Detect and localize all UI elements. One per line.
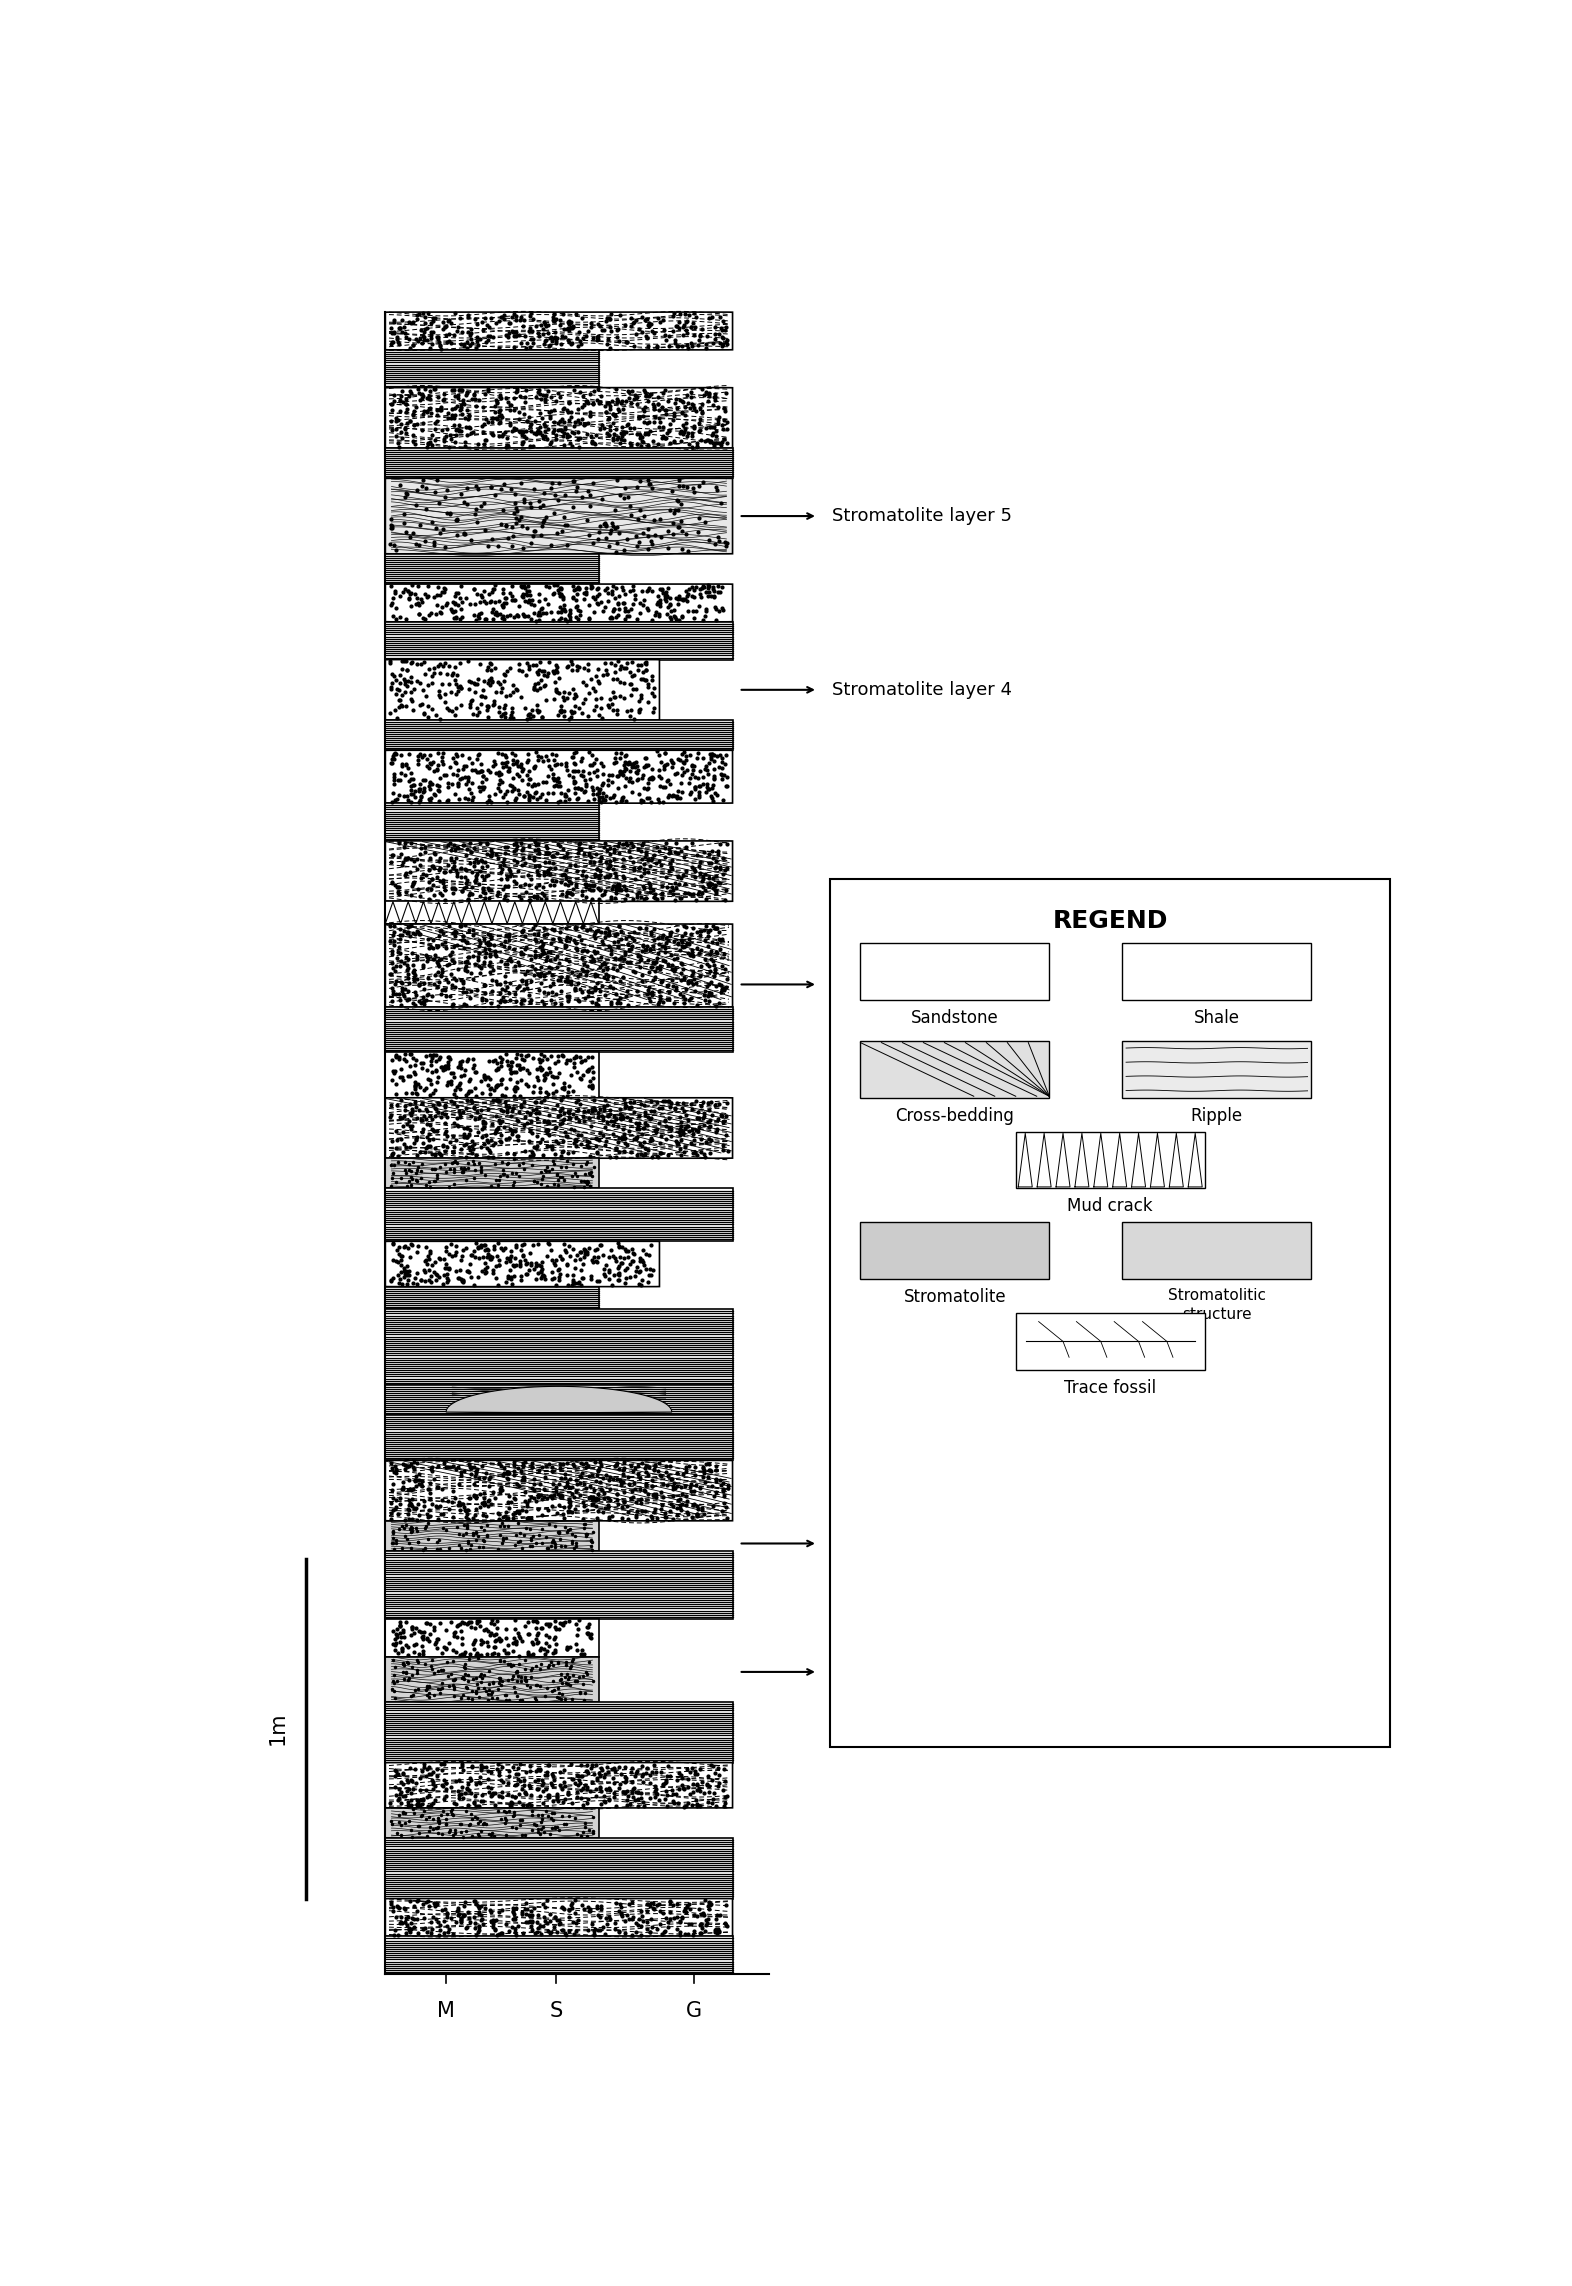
FancyBboxPatch shape: [385, 1097, 733, 1159]
Bar: [1016, 1132, 1204, 1189]
Text: Stromatolite layer 1: Stromatolite layer 1: [833, 1662, 1012, 1680]
FancyBboxPatch shape: [385, 750, 733, 802]
FancyBboxPatch shape: [385, 583, 733, 622]
FancyBboxPatch shape: [385, 841, 733, 901]
Text: Shale: Shale: [1193, 1008, 1240, 1026]
FancyBboxPatch shape: [385, 478, 733, 553]
Text: Stromatolite layer 3: Stromatolite layer 3: [833, 976, 1012, 994]
Bar: [1122, 1040, 1311, 1097]
Bar: [385, 622, 733, 661]
Bar: [1122, 942, 1311, 999]
Text: G: G: [685, 2000, 701, 2021]
Bar: [860, 1040, 1050, 1097]
Bar: [385, 1657, 599, 1703]
Bar: [385, 448, 733, 478]
Bar: [860, 942, 1050, 999]
FancyBboxPatch shape: [385, 924, 733, 1008]
Bar: [385, 1052, 599, 1097]
Bar: [385, 1008, 733, 1052]
Text: Stromatolite layer 5: Stromatolite layer 5: [833, 507, 1012, 526]
Bar: [385, 720, 733, 750]
Bar: [385, 1703, 733, 1763]
Text: Mud crack: Mud crack: [1067, 1198, 1152, 1216]
Bar: [385, 1520, 599, 1550]
Bar: [385, 1287, 599, 1310]
Bar: [385, 1385, 733, 1415]
Bar: [1122, 1223, 1311, 1280]
Bar: [385, 1189, 733, 1241]
FancyBboxPatch shape: [385, 661, 660, 720]
Bar: [860, 1223, 1050, 1280]
Bar: [385, 1310, 733, 1385]
Bar: [385, 802, 599, 841]
Bar: [1016, 1312, 1204, 1369]
Bar: [385, 1159, 599, 1189]
Bar: [385, 901, 599, 924]
Text: Stromatolite layer 4: Stromatolite layer 4: [833, 681, 1012, 700]
Text: Sandstone: Sandstone: [912, 1008, 998, 1026]
FancyBboxPatch shape: [385, 1900, 733, 1936]
Bar: [385, 1808, 599, 1838]
FancyBboxPatch shape: [385, 1461, 733, 1520]
Text: REGEND: REGEND: [1053, 910, 1168, 933]
Bar: [385, 1618, 599, 1657]
Polygon shape: [446, 1385, 671, 1413]
FancyBboxPatch shape: [385, 313, 733, 350]
Text: Cross-bedding: Cross-bedding: [896, 1106, 1014, 1125]
Text: Stromatolite layer 2: Stromatolite layer 2: [833, 1534, 1012, 1552]
Bar: [385, 1936, 733, 1975]
Text: 1m: 1m: [267, 1712, 288, 1744]
Text: Stromatolitic
structure: Stromatolitic structure: [1168, 1287, 1265, 1321]
Bar: [830, 878, 1390, 1747]
Text: Trace fossil: Trace fossil: [1064, 1378, 1157, 1397]
Text: S: S: [549, 2000, 563, 2021]
Bar: [385, 553, 599, 583]
Text: M: M: [437, 2000, 456, 2021]
Bar: [385, 1415, 733, 1461]
Text: Stromatolite: Stromatolite: [904, 1287, 1006, 1305]
FancyBboxPatch shape: [385, 389, 733, 448]
Bar: [385, 1550, 733, 1618]
Text: Ripple: Ripple: [1190, 1106, 1243, 1125]
Bar: [385, 1838, 733, 1900]
FancyBboxPatch shape: [385, 1763, 733, 1808]
FancyBboxPatch shape: [385, 1241, 660, 1287]
Bar: [385, 350, 599, 389]
